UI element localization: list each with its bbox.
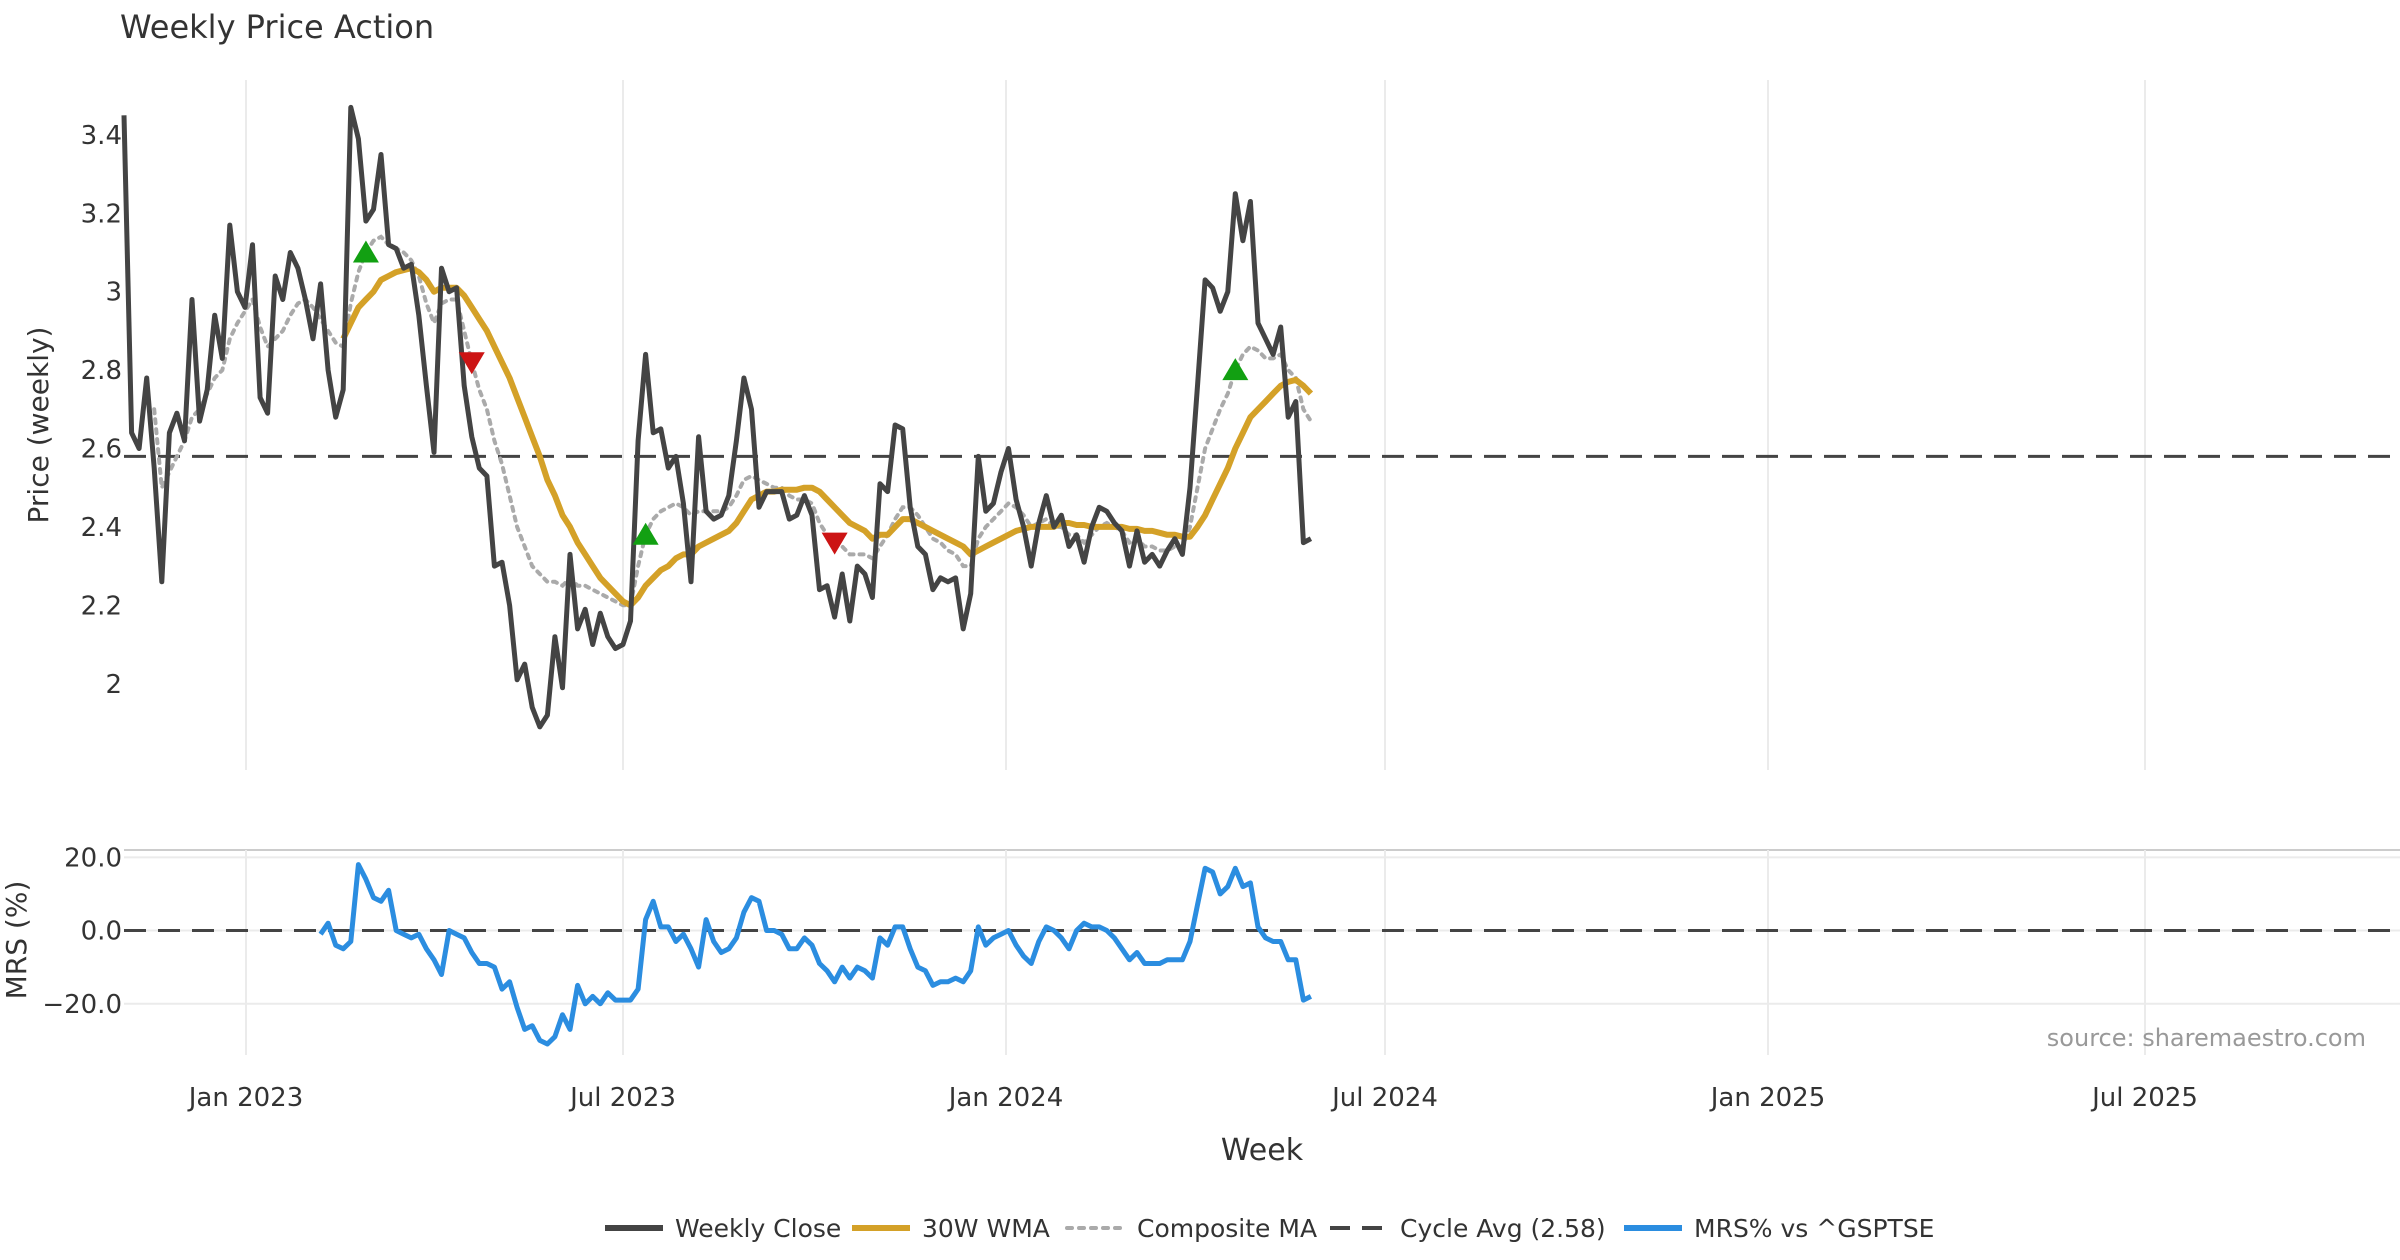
mrs-y-tick-1: 0.0 xyxy=(81,917,122,947)
legend-label-1: 30W WMA xyxy=(922,1214,1050,1243)
legend: Weekly Close 30W WMA Composite MA Cycle Avg… xyxy=(605,1214,1934,1243)
legend-entry-4: MRS% vs ^GSPTSE xyxy=(1624,1214,1934,1243)
legend-label-2: Composite MA xyxy=(1137,1214,1317,1243)
price-y-tick-0: 3.4 xyxy=(81,121,122,151)
wma-30w-line xyxy=(340,265,1314,609)
signal-markers xyxy=(352,240,1249,555)
source-label: source: sharemaestro.com xyxy=(2047,1024,2366,1052)
price-y-tick-6: 2.2 xyxy=(81,591,122,621)
buy-signal-0 xyxy=(352,240,379,263)
mrs-panel: 20.0 0.0 −20.0 xyxy=(42,843,2400,1055)
price-y-axis-label: Price (weekly) xyxy=(22,327,55,524)
x-tick-4: Jan 2025 xyxy=(1709,1083,1826,1113)
chart-title: Weekly Price Action xyxy=(120,8,434,46)
legend-entry-3: Cycle Avg (2.58) xyxy=(1330,1214,1606,1243)
mrs-y-tick-0: 20.0 xyxy=(64,843,122,873)
price-gridlines xyxy=(245,80,2146,770)
price-y-tick-4: 2.6 xyxy=(81,435,122,465)
legend-label-4: MRS% vs ^GSPTSE xyxy=(1694,1214,1934,1243)
price-y-tick-1: 3.2 xyxy=(81,199,122,229)
legend-label-0: Weekly Close xyxy=(675,1214,841,1243)
buy-signal-2 xyxy=(1222,358,1249,381)
price-y-tick-5: 2.4 xyxy=(81,513,122,543)
sell-signal-1 xyxy=(821,532,848,555)
composite-ma-line xyxy=(152,234,1313,608)
x-tick-labels: Jan 2023 Jul 2023 Jan 2024 Jul 2024 Jan 2025… xyxy=(187,1083,2198,1113)
price-panel: 3.4 3.2 3 2.8 2.6 2.4 2.2 2 xyxy=(81,80,2400,770)
legend-entry-2: Composite MA xyxy=(1065,1214,1317,1243)
buy-signal-1 xyxy=(632,522,659,545)
price-y-tick-2: 3 xyxy=(105,278,122,308)
price-y-tick-labels: 3.4 3.2 3 2.8 2.6 2.4 2.2 2 xyxy=(81,121,122,700)
price-y-tick-3: 2.8 xyxy=(81,356,122,386)
mrs-line xyxy=(318,862,1313,1047)
legend-entry-1: 30W WMA xyxy=(852,1214,1050,1243)
x-tick-2: Jan 2024 xyxy=(947,1083,1064,1113)
legend-label-3: Cycle Avg (2.58) xyxy=(1400,1214,1606,1243)
weekly-close-line xyxy=(121,104,1313,730)
mrs-y-tick-labels: 20.0 0.0 −20.0 xyxy=(42,843,122,1020)
x-tick-3: Jul 2024 xyxy=(1330,1083,1438,1113)
legend-entry-0: Weekly Close xyxy=(605,1214,841,1243)
mrs-y-tick-2: −20.0 xyxy=(42,990,122,1020)
price-y-tick-7: 2 xyxy=(105,670,122,700)
x-axis-label: Week xyxy=(1221,1133,1304,1168)
mrs-y-axis-label: MRS (%) xyxy=(0,881,33,1000)
x-tick-1: Jul 2023 xyxy=(568,1083,676,1113)
x-tick-5: Jul 2025 xyxy=(2090,1083,2198,1113)
x-tick-0: Jan 2023 xyxy=(187,1083,304,1113)
sell-signal-0 xyxy=(458,352,485,375)
